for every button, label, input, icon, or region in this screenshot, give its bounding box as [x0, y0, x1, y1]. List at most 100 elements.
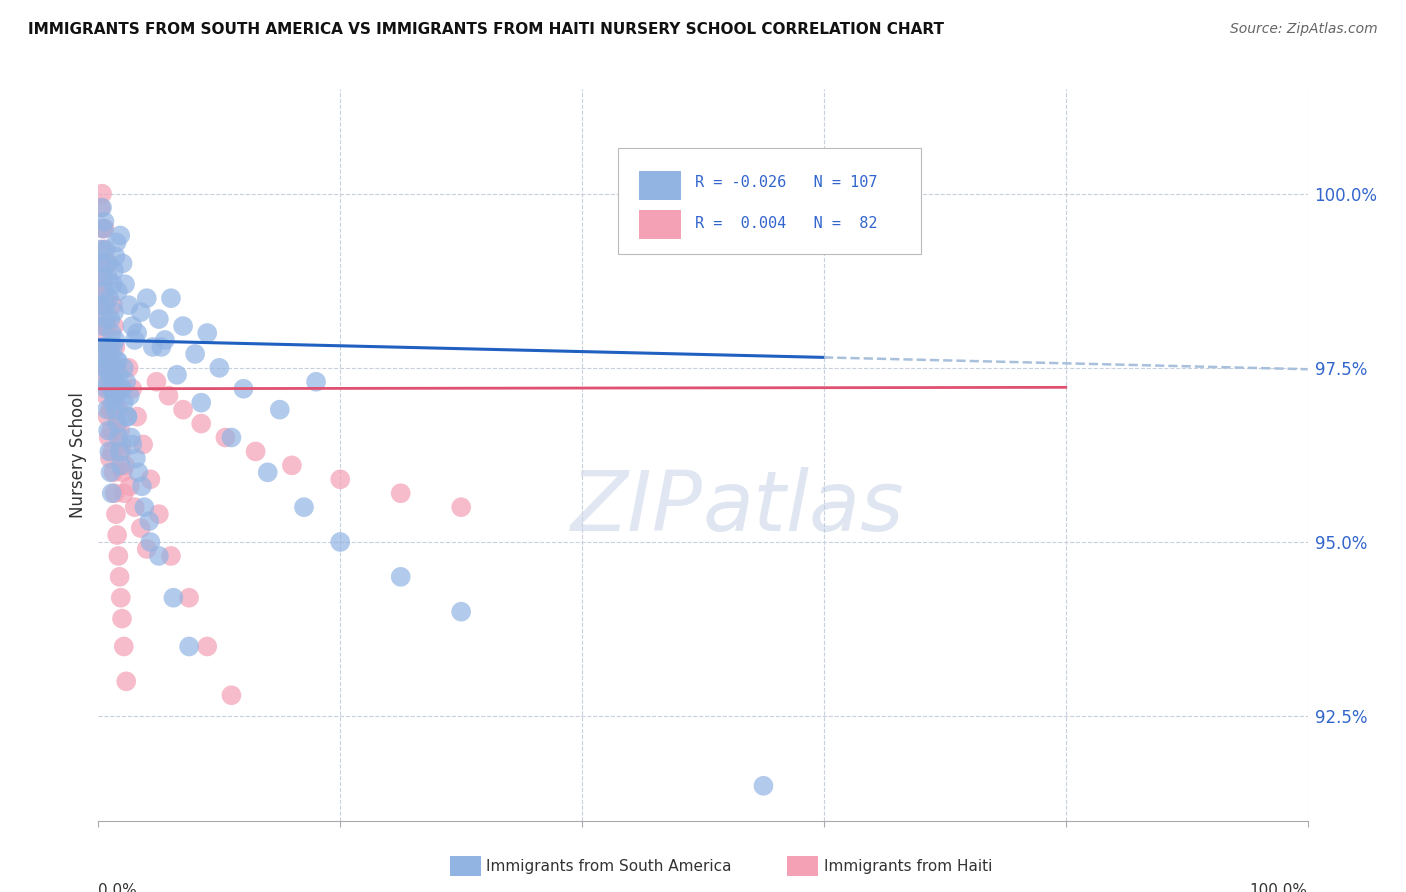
Point — [139, 535, 162, 549]
Point — [131, 479, 153, 493]
Point — [105, 235, 128, 250]
Point — [110, 437, 132, 451]
Point — [129, 305, 152, 319]
Point — [104, 249, 127, 263]
Point — [93, 221, 115, 235]
Point — [103, 305, 125, 319]
Point — [98, 360, 121, 375]
FancyBboxPatch shape — [619, 148, 921, 253]
Point — [108, 368, 131, 382]
Point — [121, 437, 143, 451]
Point — [96, 312, 118, 326]
Point — [104, 395, 127, 409]
Point — [115, 375, 138, 389]
Point — [96, 375, 118, 389]
Point — [101, 277, 124, 292]
Point — [98, 368, 121, 382]
Point — [100, 486, 122, 500]
Point — [153, 333, 176, 347]
Point — [107, 284, 129, 298]
Bar — [638, 210, 682, 239]
Point — [90, 256, 112, 270]
Point — [108, 228, 131, 243]
Point — [121, 319, 143, 334]
Point — [93, 214, 115, 228]
Point — [90, 298, 112, 312]
Point — [104, 375, 127, 389]
Point — [179, 640, 201, 654]
Point — [97, 340, 120, 354]
Point — [101, 360, 124, 375]
Point — [91, 277, 114, 292]
Point — [110, 382, 132, 396]
Point — [127, 326, 149, 340]
Point — [105, 360, 128, 375]
Point — [96, 256, 118, 270]
Point — [96, 409, 118, 424]
Point — [89, 284, 111, 298]
Point — [98, 451, 121, 466]
Point — [292, 500, 315, 515]
Point — [450, 500, 472, 515]
Point — [148, 312, 170, 326]
Point — [100, 424, 122, 438]
Point — [329, 472, 352, 486]
Point — [160, 549, 183, 563]
Point — [148, 549, 170, 563]
Point — [98, 291, 121, 305]
Point — [107, 382, 129, 396]
Point — [104, 507, 127, 521]
Text: R = -0.026   N = 107: R = -0.026 N = 107 — [695, 176, 877, 190]
Point — [138, 514, 160, 528]
Point — [91, 221, 114, 235]
Point — [117, 409, 139, 424]
Point — [91, 201, 114, 215]
Point — [114, 458, 136, 473]
Point — [97, 270, 120, 285]
Point — [103, 389, 125, 403]
Point — [91, 221, 114, 235]
Point — [184, 347, 207, 361]
Point — [94, 291, 117, 305]
Point — [96, 402, 118, 417]
Point — [389, 570, 412, 584]
Point — [208, 360, 231, 375]
Point — [112, 360, 135, 375]
Point — [157, 389, 180, 403]
Point — [97, 256, 120, 270]
Point — [256, 466, 278, 480]
Point — [104, 389, 127, 403]
Point — [214, 430, 236, 444]
Point — [98, 444, 121, 458]
Text: Source: ZipAtlas.com: Source: ZipAtlas.com — [1230, 22, 1378, 37]
Point — [103, 319, 125, 334]
Point — [329, 535, 352, 549]
Point — [111, 612, 134, 626]
Point — [111, 256, 134, 270]
Point — [107, 417, 129, 431]
Point — [93, 347, 115, 361]
Point — [100, 354, 122, 368]
Bar — [638, 171, 682, 201]
Point — [190, 417, 212, 431]
Point — [93, 347, 115, 361]
Point — [100, 402, 122, 417]
Point — [281, 458, 304, 473]
Text: 100.0%: 100.0% — [1250, 883, 1308, 892]
Point — [115, 674, 138, 689]
Point — [124, 500, 146, 515]
Point — [97, 354, 120, 368]
Point — [117, 409, 139, 424]
Point — [103, 375, 125, 389]
Point — [110, 458, 132, 473]
Point — [752, 779, 775, 793]
Point — [97, 430, 120, 444]
Point — [101, 395, 124, 409]
Point — [91, 243, 114, 257]
Point — [104, 333, 127, 347]
Point — [190, 395, 212, 409]
Point — [103, 466, 125, 480]
Point — [142, 340, 165, 354]
Point — [105, 417, 128, 431]
Point — [94, 360, 117, 375]
